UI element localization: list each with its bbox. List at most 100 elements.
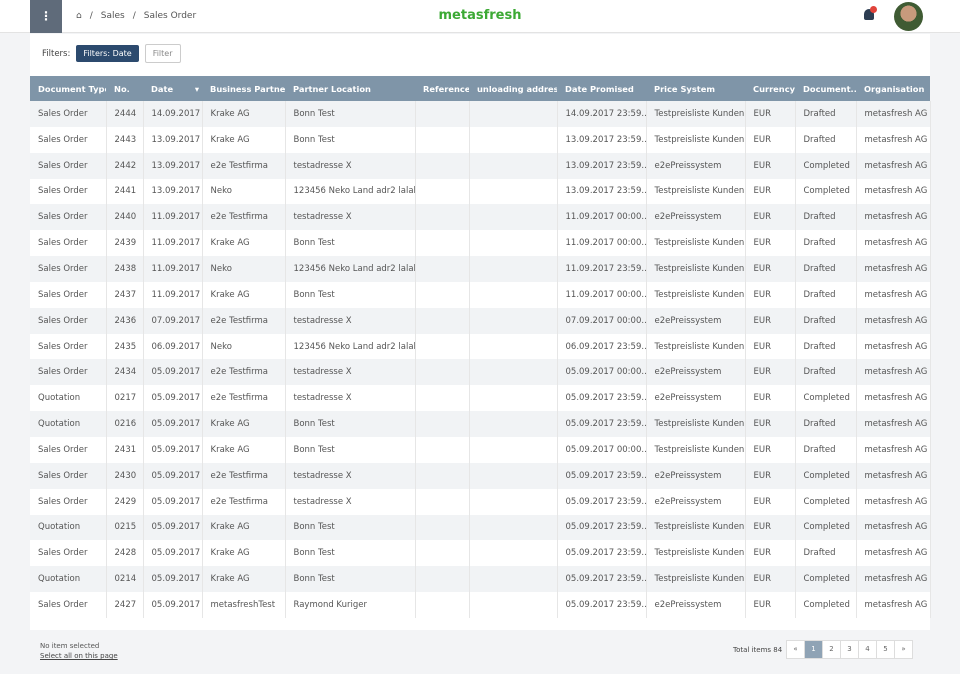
cell [469,462,558,489]
filter-button[interactable]: Filter [144,44,181,63]
cell: Sales Order [30,359,107,386]
column-header[interactable]: Business Partner [202,76,285,101]
cell: metasfresh AG [856,101,931,127]
column-header[interactable]: Currency [745,76,795,101]
cell: Completed [795,152,857,179]
cell: Testpreisliste Kunden [646,126,746,153]
cell: EUR [745,566,796,593]
cell: metasfresh AG [856,204,931,231]
cell: Testpreisliste Kunden [646,514,746,541]
row[interactable]: Sales Order 2442 13.09.2017 e2e Testfirma te… [30,152,931,179]
cell: Sales Order [30,178,107,205]
top-bar: ⋮ ⌂ / Sales / Sales Order metasfresh [0,0,960,33]
column-header[interactable]: Reference [415,76,469,101]
badge [870,6,877,13]
cell: 05.09.2017 23:59... [557,540,647,567]
cell: 123456 Neko Land adr2 lalala [285,178,416,205]
cell: 0215 [106,514,144,541]
page-button[interactable]: 1 [804,640,823,659]
cell: metasfresh AG [856,307,931,334]
page-button[interactable]: 5 [876,640,895,659]
cell: metasfresh AG [856,178,931,205]
row[interactable]: Sales Order 2429 05.09.2017 e2e Testfirma te… [30,488,931,515]
column-header[interactable]: Date ▾ [143,76,202,101]
page-button[interactable]: 4 [858,640,877,659]
column-header[interactable]: Partner Location [285,76,415,101]
cell [469,204,558,231]
cell: e2ePreissystem [646,462,746,489]
row[interactable]: Sales Order 2437 11.09.2017 Krake AG Bonn Te… [30,281,931,308]
row[interactable]: Sales Order 2434 05.09.2017 e2e Testfirma te… [30,359,931,386]
cell: 11.09.2017 00:00... [557,230,647,257]
active-filter[interactable]: Filters: Date [76,45,139,62]
breadcrumb: ⌂ / Sales / Sales Order [76,11,197,21]
cell: metasfresh AG [856,566,931,593]
cell: 11.09.2017 00:00... [557,204,647,231]
cell: 05.09.2017 23:59... [557,385,647,412]
column-header[interactable]: Organisation [856,76,930,101]
select-all[interactable]: Select all on this page [40,652,118,660]
selection: No item selected [40,642,100,650]
cell: 2434 [106,359,144,386]
cell: EUR [745,307,796,334]
cell: Bonn Test [285,566,416,593]
cell [469,101,558,127]
cell [415,152,470,179]
cell: Testpreisliste Kunden [646,436,746,463]
cell [469,281,558,308]
cell: Krake AG [202,566,286,593]
page-button[interactable]: 3 [840,640,859,659]
row[interactable]: Quotation 0215 05.09.2017 Krake AG Bonn Test… [30,514,931,541]
row[interactable]: Sales Order 2443 13.09.2017 Krake AG Bonn Te… [30,126,931,153]
page-button[interactable]: » [894,640,913,659]
crumb[interactable]: Sales Order [143,11,197,21]
cell: testadresse X [285,385,416,412]
row[interactable]: Quotation 0214 05.09.2017 Krake AG Bonn Test… [30,566,931,593]
cell [415,566,470,593]
home-icon[interactable]: ⌂ [76,11,82,21]
cell: 2441 [106,178,144,205]
column-header[interactable]: Document Type [30,76,106,101]
column-header[interactable]: Date Promised [557,76,646,101]
cell: 05.09.2017 [143,436,203,463]
row[interactable]: Sales Order 2440 11.09.2017 e2e Testfirma te… [30,204,931,231]
column-header[interactable]: No. [106,76,143,101]
cell: 2442 [106,152,144,179]
row[interactable]: Sales Order 2436 07.09.2017 e2e Testfirma te… [30,307,931,334]
notifications[interactable] [864,9,874,20]
crumb[interactable]: Sales [100,11,125,21]
cell: 07.09.2017 [143,307,203,334]
row[interactable]: Sales Order 2435 06.09.2017 Neko 123456 Neko… [30,333,931,360]
cell: Drafted [795,411,857,437]
row[interactable]: Sales Order 2439 11.09.2017 Krake AG Bonn Te… [30,230,931,257]
column-header[interactable]: Price System [646,76,745,101]
cell [415,178,470,205]
cell [469,385,558,412]
cell: 05.09.2017 23:59... [557,462,647,489]
cell: Testpreisliste Kunden [646,333,746,360]
grid: Document Type No. Date ▾ Business Partner Par… [30,76,931,618]
row[interactable]: Sales Order 2438 11.09.2017 Neko 123456 Neko… [30,256,931,282]
column-header[interactable]: Document... [795,76,856,101]
page-button[interactable]: « [786,640,805,659]
page-button[interactable]: 2 [822,640,841,659]
row[interactable]: Quotation 0216 05.09.2017 Krake AG Bonn Test… [30,411,931,437]
menu-button[interactable]: ⋮ [30,0,62,33]
row[interactable]: Quotation 0217 05.09.2017 e2e Testfirma test… [30,385,931,412]
row[interactable]: Sales Order 2428 05.09.2017 Krake AG Bonn Te… [30,540,931,567]
cell: testadresse X [285,462,416,489]
column-header[interactable]: unloading address [469,76,557,101]
cell: 13.09.2017 23:59... [557,126,647,153]
cell: Sales Order [30,462,107,489]
cell: EUR [745,411,796,437]
row[interactable]: Sales Order 2427 05.09.2017 metasfreshTest R… [30,592,931,618]
row[interactable]: Sales Order 2431 05.09.2017 Krake AG Bonn Te… [30,436,931,463]
avatar[interactable] [894,2,923,31]
row[interactable]: Sales Order 2444 14.09.2017 Krake AG Bonn Te… [30,101,931,127]
cell [469,592,558,618]
row[interactable]: Sales Order 2430 05.09.2017 e2e Testfirma te… [30,462,931,489]
cell: 123456 Neko Land adr2 lalala [285,256,416,282]
row[interactable]: Sales Order 2441 13.09.2017 Neko 123456 Neko… [30,178,931,205]
cell: Raymond Kuriger [285,592,416,618]
cell: EUR [745,540,796,567]
